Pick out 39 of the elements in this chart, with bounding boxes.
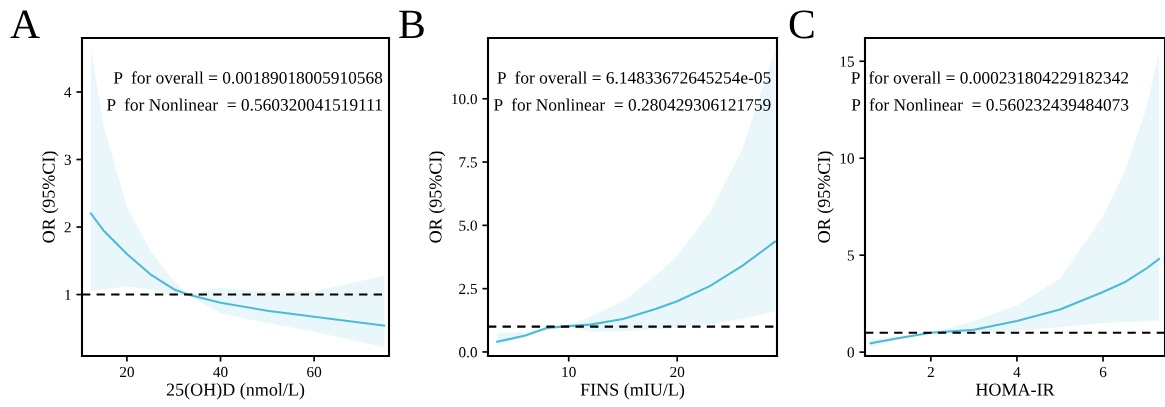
y-tick-label: 7.5 (459, 157, 477, 168)
x-tick-label: 6 (1099, 366, 1107, 378)
y-tick-label: 4 (64, 87, 72, 98)
x-tick-label: 40 (213, 366, 228, 378)
x-tick-label: 4 (1013, 366, 1021, 378)
y-tick-label: 5.0 (459, 220, 477, 231)
y-tick-label: 2 (64, 222, 71, 233)
y-axis-title: OR (95%CI) (42, 151, 59, 243)
x-axis-title: FINS (mIU/L) (580, 383, 685, 400)
annotation: P for Nonlinear = 0.280429306121759 (493, 98, 771, 111)
y-axis-title: OR (95%CI) (428, 151, 446, 243)
line-series (869, 258, 1161, 345)
y-tick-label: 0.0 (459, 347, 477, 358)
y-tick-label: 2.5 (459, 283, 477, 295)
annotation: P for overall = 0.00189018005910568 (113, 71, 383, 84)
y-tick-label: 15 (840, 56, 854, 67)
line-series (89, 212, 386, 327)
x-tick-label: 20 (119, 366, 134, 378)
x-tick-label: 20 (670, 366, 685, 378)
chart-title: A (10, 10, 40, 38)
x-tick-label: 10 (562, 366, 576, 378)
y-tick-label: 5 (847, 250, 854, 261)
y-tick-label: 3 (64, 154, 71, 165)
y-tick-label: 0 (847, 347, 854, 358)
annotation: P for Nonlinear = 0.560320041519111 (106, 98, 382, 111)
x-axis-title: HOMA-IR (975, 383, 1055, 396)
x-tick-label: 60 (307, 366, 322, 378)
y-tick-label: 1 (65, 289, 71, 300)
x-axis-title: 25(OH)D (nmol/L) (166, 383, 305, 400)
annotation: P for overall = 6.14833672645254e-05 (497, 71, 771, 84)
x-tick-label: 2 (927, 366, 934, 378)
y-tick-label: 10 (840, 153, 854, 164)
line-series (496, 240, 776, 343)
annotation: P for overall = 0.000231804229182342 (851, 71, 1129, 84)
y-axis-title: OR (95%CI) (817, 151, 834, 243)
annotation: P for Nonlinear = 0.560232439484073 (851, 98, 1129, 111)
y-tick-label: 10.0 (452, 93, 477, 105)
chart-title: C (789, 10, 814, 39)
chart-title: B (399, 10, 424, 39)
